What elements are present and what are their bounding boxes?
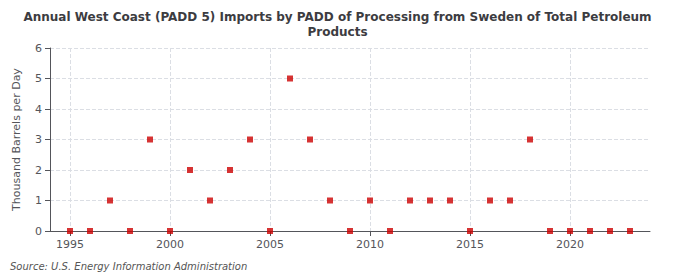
svg-text:Thousand Barrels per Day: Thousand Barrels per Day: [10, 68, 23, 212]
svg-text:2020: 2020: [556, 238, 584, 251]
svg-text:2: 2: [35, 164, 42, 177]
svg-text:Products: Products: [307, 25, 367, 39]
svg-text:2015: 2015: [456, 238, 484, 251]
svg-text:0: 0: [35, 225, 42, 238]
svg-text:1995: 1995: [56, 238, 84, 251]
svg-text:Annual West Coast (PADD 5) Imp: Annual West Coast (PADD 5) Imports by PA…: [23, 10, 651, 24]
svg-text:2000: 2000: [156, 238, 184, 251]
svg-text:2005: 2005: [256, 238, 284, 251]
svg-text:1: 1: [35, 194, 42, 207]
svg-text:5: 5: [35, 72, 42, 85]
svg-text:6: 6: [35, 42, 42, 55]
svg-text:4: 4: [35, 103, 42, 116]
svg-text:2010: 2010: [356, 238, 384, 251]
svg-text:3: 3: [35, 133, 42, 146]
svg-text:Source: U.S. Energy Informatio: Source: U.S. Energy Information Administ…: [10, 261, 247, 272]
